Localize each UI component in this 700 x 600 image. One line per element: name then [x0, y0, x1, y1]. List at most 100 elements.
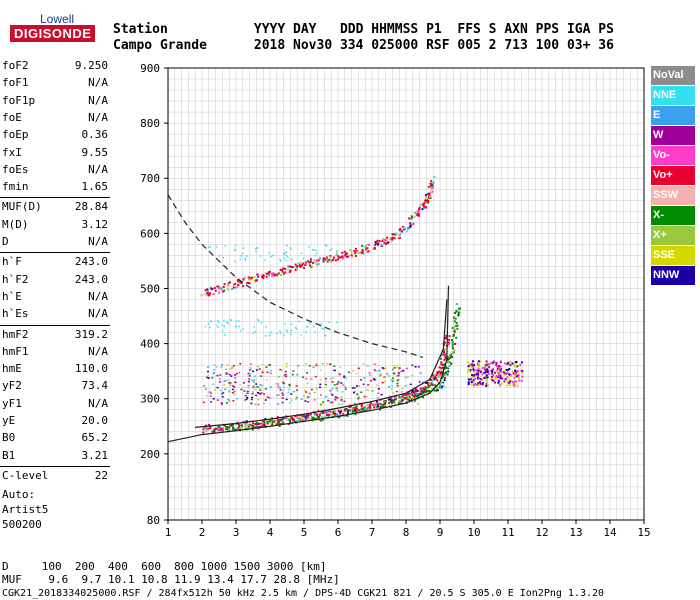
echo-dot: [240, 330, 242, 332]
echo-dot: [206, 428, 209, 431]
echo-dot: [447, 343, 450, 346]
echo-dot: [378, 369, 381, 372]
param-key: yE: [2, 414, 16, 427]
echo-dot: [374, 241, 377, 244]
profile-line: [167, 194, 424, 358]
echo-dot: [512, 372, 515, 375]
echo-dot: [409, 225, 412, 228]
echo-dot: [260, 375, 263, 377]
echo-dot: [277, 403, 280, 405]
echo-dot: [266, 396, 269, 399]
echo-dot: [304, 264, 307, 267]
echo-dot: [408, 392, 411, 395]
echo-dot: [205, 395, 208, 397]
echo-dot: [362, 252, 365, 255]
echo-dot: [364, 245, 367, 248]
echo-dot: [475, 369, 478, 372]
echo-dot: [334, 399, 337, 401]
echo-dot: [259, 255, 262, 257]
echo-dot: [272, 254, 274, 257]
echo-dot: [248, 375, 251, 377]
echo-dot: [453, 330, 456, 333]
echo-dot: [209, 286, 212, 289]
echo-dot: [486, 371, 489, 374]
echo-dot: [427, 185, 430, 188]
echo-dot: [306, 372, 309, 374]
echo-dot: [379, 406, 382, 409]
echo-dot: [491, 370, 494, 373]
echo-dot: [385, 243, 388, 246]
echo-dot: [330, 260, 332, 262]
echo-dot: [445, 366, 448, 369]
echo-dot: [269, 386, 272, 388]
echo-dot: [322, 411, 325, 414]
echo-dot: [328, 413, 331, 416]
echo-dot: [289, 402, 292, 404]
echo-dot: [397, 368, 400, 370]
echo-dot: [495, 365, 498, 368]
echo-dot: [376, 239, 379, 242]
echo-dot: [392, 398, 395, 401]
echo-dot: [427, 383, 430, 386]
echo-dot: [486, 368, 489, 371]
echo-dot: [305, 363, 308, 365]
echo-dot: [234, 260, 236, 262]
echo-dot: [342, 257, 345, 260]
legend-item: X-: [651, 206, 695, 225]
echo-dot: [485, 374, 488, 377]
echo-dot: [451, 355, 454, 358]
echo-dot: [265, 326, 267, 328]
echo-dot: [412, 216, 415, 219]
echo-dot: [385, 238, 388, 241]
echo-dot: [289, 265, 292, 268]
echo-dot: [340, 398, 343, 401]
echo-dot: [255, 421, 258, 424]
echo-dot: [394, 234, 397, 237]
echo-dot: [443, 351, 446, 354]
echo-dot: [313, 418, 316, 421]
echo-dot: [470, 365, 473, 368]
echo-dot: [369, 408, 372, 411]
echo-dot: [444, 357, 447, 360]
echo-dot: [277, 419, 280, 422]
echo-dot: [421, 208, 424, 211]
echo-dot: [308, 395, 311, 398]
echo-dot: [399, 402, 402, 405]
x-tick-label: 2: [199, 526, 206, 539]
param-value: N/A: [88, 76, 108, 90]
echo-dot: [453, 320, 456, 323]
echo-dot: [242, 247, 245, 249]
echo-dot: [248, 380, 251, 383]
echo-dot: [225, 427, 228, 430]
echo-dot: [251, 396, 254, 399]
echo-dot: [227, 398, 230, 401]
param-value: N/A: [88, 289, 108, 303]
echo-dot: [236, 279, 239, 282]
echo-dot: [418, 206, 421, 209]
echo-dot: [490, 377, 493, 380]
echo-dot: [391, 380, 394, 383]
echo-dot: [395, 375, 398, 377]
echo-dot: [458, 307, 461, 310]
echo-dot: [432, 181, 435, 184]
echo-dot: [471, 364, 474, 367]
echo-dot: [440, 366, 443, 369]
echo-dot: [419, 389, 422, 392]
echo-dot: [477, 369, 480, 372]
echo-dot: [264, 259, 267, 261]
echo-dot: [257, 318, 259, 321]
autoscale-artist: Artist5: [2, 503, 49, 516]
echo-dot: [343, 375, 346, 377]
echo-dot: [395, 396, 398, 399]
echo-dot: [237, 427, 240, 430]
echo-dot: [247, 386, 250, 389]
echo-dot: [251, 425, 254, 428]
echo-dot: [247, 377, 250, 380]
echo-dot: [424, 199, 427, 202]
echo-dot: [486, 376, 489, 379]
echo-dot: [257, 403, 260, 406]
echo-dot: [442, 366, 445, 369]
echo-dot: [233, 390, 236, 393]
echo-dot: [369, 401, 372, 404]
echo-dot: [228, 382, 231, 384]
